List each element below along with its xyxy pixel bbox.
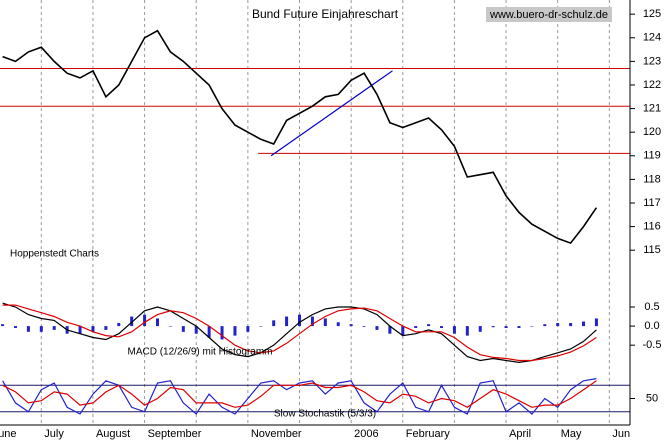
macd-line (2, 302, 597, 364)
y-tick-label: 50 (646, 392, 658, 404)
histogram-bar (143, 314, 147, 327)
y-tick-label: 115 (643, 244, 661, 256)
histogram-bar (427, 324, 431, 327)
y-tick-label: 123 (643, 55, 661, 67)
x-tick-label: 2006 (354, 428, 378, 440)
histogram-bar (259, 326, 263, 327)
x-tick-label: July (44, 428, 64, 440)
source-box (486, 7, 612, 22)
y-tick-label: 119 (643, 150, 661, 162)
panel-title: MACD (12/26/9) mit Histogramm (127, 347, 272, 358)
histogram-bar (207, 326, 211, 338)
histogram-bar (336, 322, 340, 327)
histogram-bar (504, 326, 508, 328)
y-tick-label: 125 (643, 8, 661, 20)
trend-line (270, 70, 393, 157)
histogram-bar (362, 326, 366, 327)
histogram-bar (104, 326, 108, 330)
macd-line (2, 304, 597, 362)
y-tick-label: 117 (643, 197, 661, 209)
histogram-bar (117, 323, 121, 327)
histogram-bar (569, 323, 573, 327)
histogram-bar (181, 326, 185, 332)
histogram-bar (323, 318, 327, 327)
y-tick-label: 118 (643, 173, 661, 185)
histogram-bar (440, 326, 444, 328)
x-tick-label: April (509, 428, 531, 440)
y-tick-label: 124 (643, 32, 661, 44)
y-tick-label: 121 (643, 102, 661, 114)
x-tick-label: February (406, 428, 451, 440)
histogram-bar (13, 326, 17, 328)
histogram-bar (298, 314, 302, 327)
annotation: Hoppenstedt Charts (10, 249, 99, 260)
x-tick-label: August (96, 428, 130, 440)
histogram-bar (220, 326, 224, 340)
histogram-bar (401, 326, 405, 336)
histogram-bar (272, 320, 276, 327)
histogram-bar (91, 326, 95, 332)
histogram-bar (52, 326, 56, 330)
stochastic-line (2, 380, 597, 408)
y-tick-label: -0.5 (643, 339, 662, 351)
histogram-bar (246, 326, 250, 332)
x-tick-label: Jun (612, 428, 630, 440)
histogram-bar (465, 326, 469, 336)
histogram-bar (543, 324, 547, 327)
histogram-bar (26, 326, 30, 332)
y-tick-label: 120 (643, 126, 661, 138)
histogram-bar (594, 318, 598, 327)
histogram-bar (349, 324, 353, 327)
histogram-bar (452, 326, 456, 334)
histogram-bar (156, 318, 159, 327)
histogram-bar (168, 326, 172, 327)
y-tick-label: 116 (643, 221, 661, 233)
histogram-bar (78, 326, 82, 334)
x-tick-label: June (0, 428, 17, 440)
histogram-bar (388, 326, 392, 334)
histogram-bar (582, 321, 586, 327)
source: www.buero-dr-schulz.de (489, 9, 608, 21)
y-tick-label: 122 (643, 79, 661, 91)
y-tick-label: 0.0 (644, 320, 659, 332)
histogram-bar (556, 323, 560, 327)
histogram-bar (1, 324, 5, 327)
x-tick-label: September (148, 428, 202, 440)
histogram-bar (414, 326, 418, 328)
x-tick-label: May (561, 428, 582, 440)
histogram-bar (530, 326, 534, 327)
histogram-bar (233, 326, 237, 336)
histogram-bar (375, 326, 379, 330)
histogram-bar (130, 316, 134, 327)
histogram-bar (194, 326, 198, 334)
histogram-bar (285, 316, 289, 327)
histogram-bar (39, 326, 43, 332)
price-line (2, 29, 598, 245)
histogram-bar (517, 326, 521, 328)
histogram-bar (478, 326, 482, 332)
y-tick-label: 0.5 (644, 301, 659, 313)
chart-title: Bund Future Einjahreschart (252, 7, 399, 21)
x-tick-label: November (251, 428, 302, 440)
panel-title: Slow Stochastik (5/3/3) (274, 409, 376, 420)
histogram-bar (491, 326, 495, 328)
histogram-bar (310, 316, 314, 327)
